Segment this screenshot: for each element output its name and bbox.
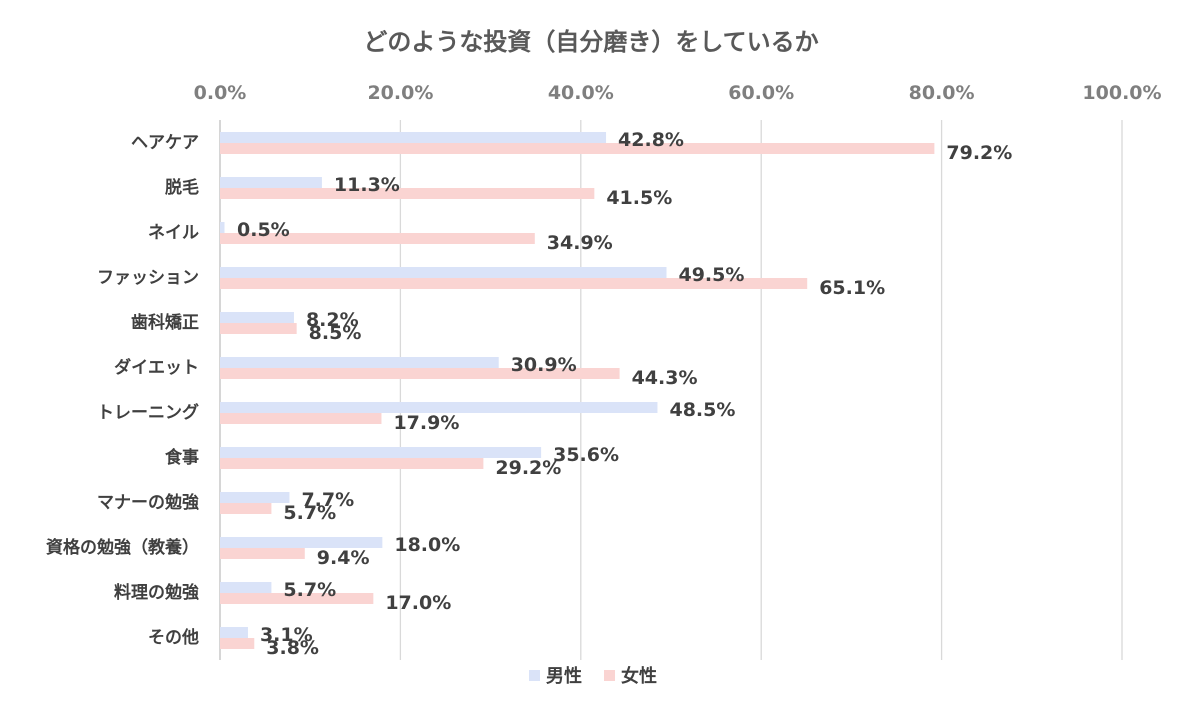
bar-female [220,413,382,424]
data-label-female: 9.4% [317,547,370,569]
bar-female [220,638,255,649]
bar-male [220,492,290,503]
data-label-female: 44.3% [632,367,698,389]
x-tick-label: 80.0% [909,82,975,104]
data-label-male: 3.1% [260,624,313,646]
data-label-male: 35.6% [553,444,619,466]
bar-female [220,188,595,199]
data-label-female: 5.7% [283,502,336,524]
data-label-female: 3.8% [266,637,319,659]
data-labels: 42.8% 79.2% 11.3% 41.5% 0.5% 34.9% 49.5% 65.1% 8… [237,129,1012,659]
bar-female [220,503,272,514]
bar-female [220,233,535,244]
data-label-male: 11.3% [334,174,400,196]
bar-male [220,222,225,233]
category-labels: ヘアケア脱毛ネイルファッション歯科矯正ダイエットトレーニング食事マナーの勉強資格… [46,133,199,648]
data-label-male: 5.7% [283,579,336,601]
bar-female [220,278,808,289]
data-label-female: 79.2% [946,142,1012,164]
bar-male [220,267,667,278]
bar-female [220,143,935,154]
bar-female [220,593,374,604]
x-tick-label: 20.0% [367,82,433,104]
category-label: ファッション [97,268,199,288]
data-label-female: 41.5% [606,187,672,209]
legend: 男性 女性 [529,665,657,687]
bar-male [220,177,322,188]
data-label-male: 49.5% [678,264,744,286]
legend-label-male: 男性 [546,665,582,687]
legend-swatch-male [529,670,540,681]
category-label: 食事 [165,447,199,468]
legend-swatch-female [604,670,615,681]
x-axis-tick-labels: 0.0% 20.0% 40.0% 60.0% 80.0% 100.0% [194,82,1162,104]
data-label-female: 34.9% [547,232,613,254]
x-tick-label: 40.0% [548,82,614,104]
data-label-male: 42.8% [618,129,684,151]
bar-male [220,132,607,143]
bar-female [220,548,305,559]
category-label: ヘアケア [131,133,199,153]
data-label-male: 48.5% [669,399,735,421]
category-label: マナーの勉強 [97,492,199,513]
category-label: 料理の勉強 [114,582,199,603]
category-label: 資格の勉強（教養） [46,537,199,558]
bar-male [220,312,294,323]
data-label-male: 8.2% [306,309,359,331]
bar-male [220,447,542,458]
bar-male [220,627,248,638]
bar-female [220,458,484,469]
bar-male [220,402,658,413]
bar-female [220,323,297,334]
data-label-male: 0.5% [237,219,290,241]
bar-male [220,537,383,548]
data-label-male: 18.0% [394,534,460,556]
bar-female [220,368,620,379]
data-label-male: 7.7% [301,489,354,511]
data-label-female: 17.9% [393,412,459,434]
legend-label-female: 女性 [621,665,657,687]
chart-title: どのような投資（自分磨き）をしているか [363,28,818,56]
category-label: 歯科矯正 [131,312,199,333]
data-label-male: 30.9% [511,354,577,376]
data-label-female: 17.0% [385,592,451,614]
category-label: ネイル [148,223,199,243]
x-tick-label: 100.0% [1082,82,1161,104]
bar-male [220,582,272,593]
category-label: ダイエット [114,357,199,378]
data-label-female: 8.5% [309,322,362,344]
x-tick-label: 60.0% [728,82,794,104]
data-label-female: 65.1% [819,277,885,299]
category-label: その他 [148,627,199,648]
data-label-female: 29.2% [495,457,561,479]
category-label: トレーニング [97,402,199,423]
category-label: 脱毛 [165,177,199,198]
bars [220,132,935,649]
gridlines [219,120,1123,660]
x-tick-label: 0.0% [194,82,247,104]
bar-male [220,357,499,368]
